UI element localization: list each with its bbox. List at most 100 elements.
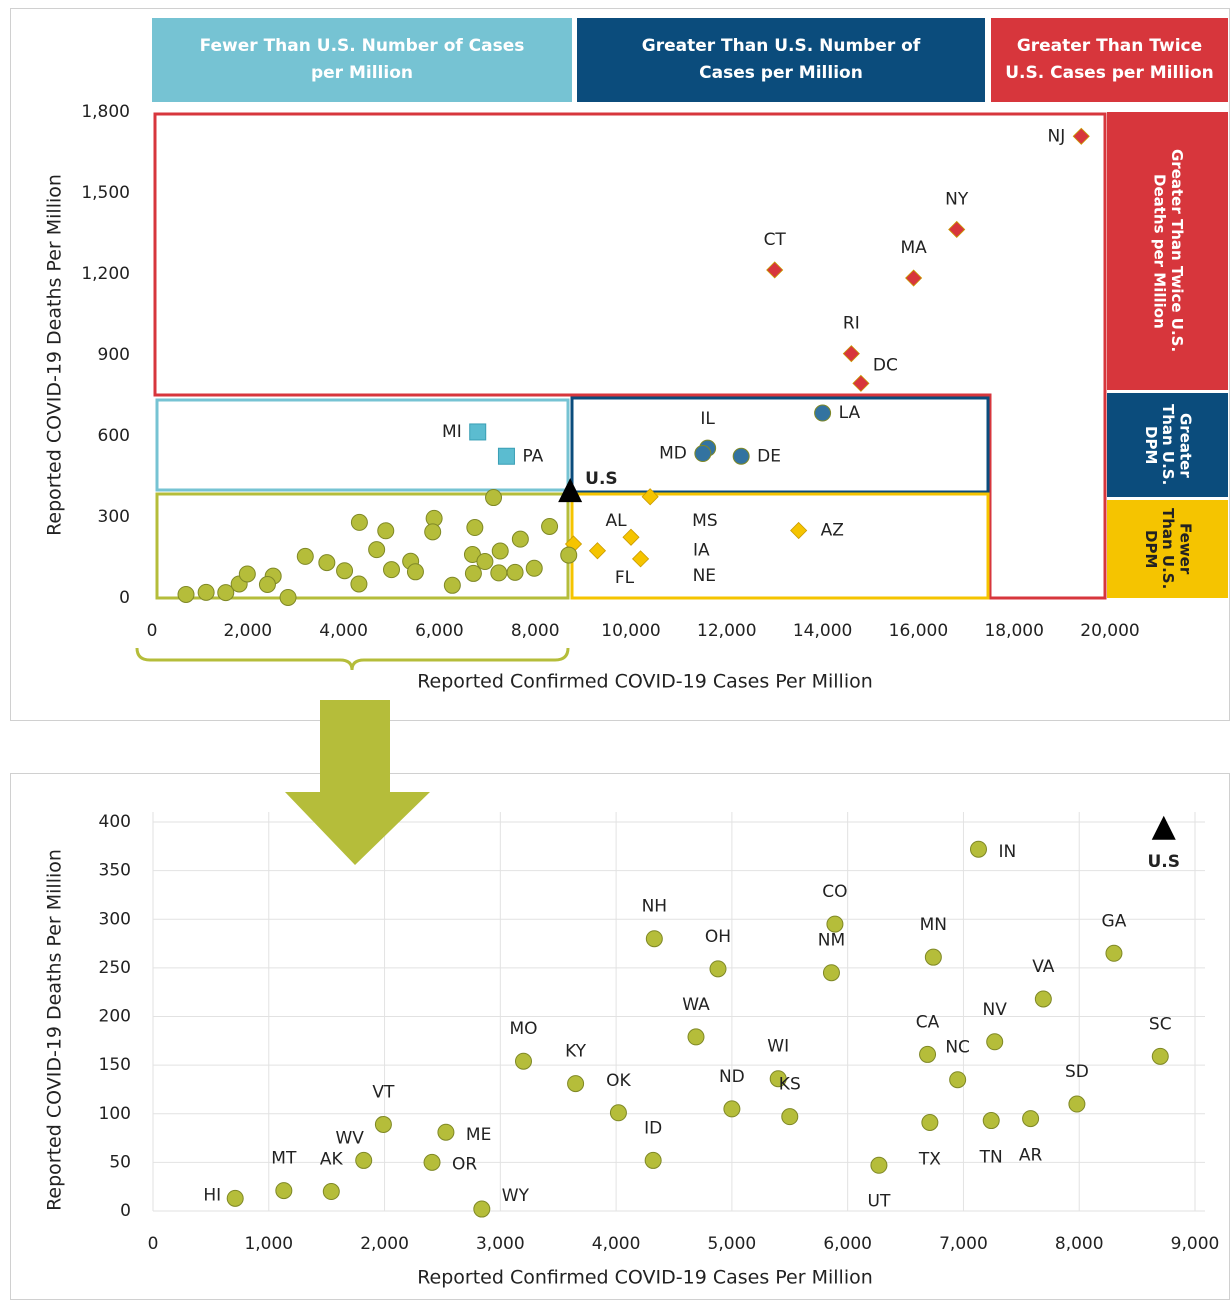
y-tick-label: 300: [99, 909, 131, 929]
point-label: NY: [945, 189, 969, 209]
region-frame: [570, 492, 990, 600]
x-axis-title: Reported Confirmed COVID-19 Cases Per Mi…: [417, 1267, 873, 1289]
point-label: SD: [1065, 1062, 1089, 1082]
point-label: TX: [918, 1150, 941, 1170]
x-tick-label: 0: [148, 1234, 159, 1254]
point: [525, 559, 543, 577]
point: [826, 915, 844, 933]
y-tick-label: 400: [99, 812, 131, 832]
point-label: MO: [509, 1019, 537, 1039]
point-label: GA: [1102, 911, 1127, 931]
y-tick-label: 100: [99, 1104, 131, 1124]
point-label: IA: [693, 540, 710, 560]
y-tick-label: 0: [119, 588, 130, 608]
x-tick-label: 2,000: [223, 621, 272, 641]
point-label: MN: [920, 915, 947, 935]
point-label: VT: [372, 1082, 395, 1102]
point: [723, 1100, 741, 1118]
point-label: NE: [693, 566, 716, 586]
point-label: SC: [1149, 1014, 1172, 1034]
point-label: RI: [843, 314, 860, 334]
point: [949, 1071, 967, 1089]
point: [1105, 944, 1123, 962]
point-label: MD: [659, 444, 687, 464]
x-tick-label: 10,000: [601, 621, 660, 641]
x-tick-label: 4,000: [592, 1234, 641, 1254]
point: [982, 1112, 1000, 1130]
region-header: Greater Than Twice U.S. Cases per Millio…: [991, 18, 1228, 102]
point: [541, 517, 559, 535]
point-label: DE: [757, 446, 781, 466]
point-label: NH: [642, 897, 668, 917]
y-tick-label: 300: [98, 507, 130, 527]
point: [506, 563, 524, 581]
point-label: MI: [442, 422, 462, 442]
point: [560, 546, 578, 564]
region-frame: [155, 398, 570, 492]
point: [424, 523, 442, 541]
region-header: Greater Than Twice U.S. Deaths per Milli…: [1107, 112, 1228, 390]
point-label: AZ: [821, 521, 844, 541]
point: [258, 576, 276, 593]
y-tick-label: 1,800: [81, 102, 130, 122]
x-tick-label: 16,000: [889, 621, 948, 641]
point: [986, 1033, 1004, 1051]
y-tick-label: 350: [99, 861, 131, 881]
point: [905, 269, 923, 287]
point: [567, 1075, 585, 1093]
point-label: FL: [615, 568, 635, 588]
point: [814, 404, 832, 422]
region-header: Greater Than U.S. DPM: [1107, 393, 1228, 497]
point-label: AL: [606, 511, 628, 531]
point: [644, 1151, 662, 1169]
point-label: U.S: [1147, 852, 1180, 872]
point: [197, 583, 215, 601]
point: [473, 1200, 491, 1218]
x-tick-label: 2,000: [360, 1234, 409, 1254]
point-label: HI: [203, 1185, 221, 1205]
point-label: LA: [839, 403, 861, 423]
bracket: [135, 647, 570, 671]
point: [443, 576, 461, 594]
region-header: Fewer Than U.S. DPM: [1107, 500, 1228, 598]
y-tick-label: 0: [120, 1201, 131, 1221]
point: [948, 220, 966, 239]
point-label: WV: [335, 1128, 364, 1148]
point: [969, 840, 987, 858]
point-label: MT: [271, 1149, 297, 1169]
point-label: DC: [873, 355, 898, 375]
point-label: ME: [466, 1125, 491, 1145]
point: [514, 1052, 532, 1070]
point: [1151, 815, 1176, 840]
point-label: U.S: [585, 469, 618, 489]
y-tick-label: 50: [109, 1152, 131, 1172]
point-label: KS: [779, 1075, 801, 1095]
point: [1151, 1047, 1169, 1065]
point: [732, 447, 750, 465]
y-tick-label: 1,500: [81, 183, 130, 203]
point-label: OH: [705, 927, 731, 947]
point-label: ND: [719, 1067, 745, 1087]
point: [781, 1108, 799, 1126]
x-tick-label: 8,000: [511, 621, 560, 641]
point: [437, 1123, 455, 1141]
point: [336, 562, 354, 580]
point-label: NV: [983, 1000, 1008, 1020]
point-label: UT: [868, 1191, 891, 1211]
point: [1022, 1110, 1040, 1128]
point: [842, 345, 860, 363]
x-tick-label: 6,000: [823, 1234, 872, 1254]
point: [822, 964, 840, 982]
point-label: KY: [565, 1042, 587, 1062]
point: [377, 522, 395, 540]
y-tick-label: 250: [99, 958, 131, 978]
point-label: CA: [916, 1012, 940, 1032]
point: [296, 547, 314, 565]
point: [368, 541, 386, 559]
point: [921, 1114, 939, 1132]
point-label: TN: [979, 1148, 1003, 1168]
x-tick-label: 1,000: [244, 1234, 293, 1254]
point-label: NM: [818, 931, 845, 951]
point: [641, 488, 659, 506]
